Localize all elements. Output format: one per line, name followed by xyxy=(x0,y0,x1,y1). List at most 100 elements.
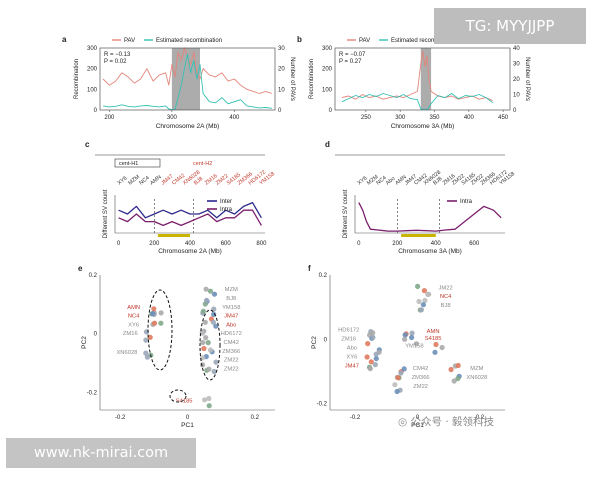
panel-d-xtick-label: 200 xyxy=(392,241,403,247)
panel-f-point-label: XY6 xyxy=(346,354,357,360)
panel-a-axes-frame xyxy=(99,47,276,111)
panel-f-xlabel: PC1 xyxy=(411,422,424,429)
panel-e-point-label: NC4 xyxy=(128,314,140,320)
panel-f-point xyxy=(368,359,374,365)
panel-f-point xyxy=(401,366,407,372)
panel-e-point xyxy=(206,403,212,409)
panel-e-point xyxy=(213,359,219,365)
panel-a-ytick-left: 100 xyxy=(87,87,98,93)
panel-a-letter: a xyxy=(62,35,67,44)
panel-e-point-label: XN6028 xyxy=(116,350,137,356)
panel-f-point-label: JM47 xyxy=(345,363,359,369)
panel-c-accession-label: NC4 xyxy=(138,175,150,187)
panel-e-point xyxy=(204,297,210,303)
panel-e-point-label: BJ8 xyxy=(226,296,236,302)
panel-e-point xyxy=(144,354,150,360)
panel-f-xtick-label: 0 xyxy=(416,415,420,421)
panel-e-point xyxy=(213,323,219,329)
panel-e-point xyxy=(211,368,217,375)
panel-b-xtick-label: 400 xyxy=(464,115,475,121)
panel-b-ytick-left: 200 xyxy=(322,67,333,73)
panel-f-point xyxy=(455,375,461,382)
panel-f-point xyxy=(364,354,370,360)
panel-d-xtick-label: 0 xyxy=(357,241,361,247)
panel-e-point xyxy=(207,347,214,353)
panel-b-ytick-left: 0 xyxy=(329,108,333,114)
panel-e-point xyxy=(206,395,212,402)
panel-c-xlabel: Chromosome 2A (Mb) xyxy=(158,248,222,255)
panel-b-ytick-right: 20 xyxy=(513,77,520,83)
panel-f-point xyxy=(413,341,419,347)
panel-f-point-label: ZM22 xyxy=(413,384,428,390)
panel-d-accession-label: NC4 xyxy=(375,175,387,187)
panel-f-point xyxy=(439,344,445,351)
panel-d-accession-label: BJ8 xyxy=(432,176,443,187)
panel-f-point-label: CM42 xyxy=(413,366,428,372)
panel-e-point-label: JM47 xyxy=(224,314,238,320)
panel-b-ytick-right: 0 xyxy=(513,108,517,114)
panel-c-xtick-label: 0 xyxy=(117,241,121,247)
panel-e-letter: e xyxy=(78,264,83,273)
panel-e-point xyxy=(203,335,209,341)
panel-f-point-label: S4185 xyxy=(425,336,442,342)
panel-f-point-label: XN6028 xyxy=(466,375,487,381)
panel-c-letter: c xyxy=(85,140,90,149)
panel-c-cent-h1-box xyxy=(114,158,161,168)
panel-c-xtick-label: 400 xyxy=(185,241,196,247)
panel-e-xtick-label: 0 xyxy=(186,415,190,421)
panel-b-stat-p: P = 0.27 xyxy=(339,59,362,65)
panel-a-xtick-label: 200 xyxy=(104,115,115,121)
panel-f-point xyxy=(370,330,376,336)
panel-c-intra-line xyxy=(118,209,262,227)
panel-e-point-label: ZM22 xyxy=(224,358,239,364)
panel-f-point-label: AMN xyxy=(427,329,440,335)
panel-e-point-label: HD6172 xyxy=(221,331,242,337)
panel-a-ytick-left: 0 xyxy=(94,108,98,114)
panel-a-recombination-line xyxy=(103,53,272,111)
panel-f-point xyxy=(409,334,415,341)
panel-e-point-label: ZM366 xyxy=(222,349,240,355)
panel-e-point xyxy=(158,310,164,316)
panel-d-letter: d xyxy=(325,140,330,149)
panel-e-point xyxy=(150,311,156,317)
panel-e-point-label: AMN xyxy=(127,305,140,311)
panel-c-legend-label: Intra xyxy=(220,207,233,213)
panel-f-point xyxy=(367,366,373,372)
panel-f-point-label: Abo xyxy=(347,345,357,351)
panel-f-ytick-label: -0.2 xyxy=(317,402,328,408)
panel-e-point xyxy=(211,306,217,312)
panel-b-xtick-label: 450 xyxy=(498,115,509,121)
panel-f-point xyxy=(420,302,426,308)
panel-f-point xyxy=(421,288,427,294)
panel-f-point xyxy=(415,283,421,289)
panel-e-point xyxy=(202,319,208,325)
panel-f-point xyxy=(392,382,398,388)
panel-c-cent-h1-label: cent-H1 xyxy=(119,161,138,167)
panel-e-point-label: ZM16 xyxy=(123,331,138,337)
panel-f-xtick-label: -0.2 xyxy=(350,415,361,421)
panel-e-ytick-label: -0.2 xyxy=(87,390,98,396)
panel-c-centromere-bar xyxy=(157,234,190,237)
panel-f-point xyxy=(395,375,401,381)
panel-d-accession-label: XY6 xyxy=(357,175,369,186)
panel-b-ytick-right: 30 xyxy=(513,62,520,68)
panel-a-xtick-label: 300 xyxy=(167,115,178,121)
panel-a-centromere-band xyxy=(171,48,200,110)
panel-d-ylabel: Different SV count xyxy=(343,189,349,238)
panel-e-point xyxy=(143,350,149,356)
panel-a-ytick-right: 20 xyxy=(278,67,285,73)
panel-f-point xyxy=(418,307,424,313)
panel-e-point xyxy=(151,306,157,312)
panel-f-point-label: ZM16 xyxy=(341,336,356,342)
panel-e-xtick-label: 0.2 xyxy=(251,415,260,421)
panel-e-cluster-ellipse xyxy=(169,389,187,403)
panel-e-point xyxy=(206,366,212,372)
panel-b-legend-pav: PAV xyxy=(359,38,370,44)
panel-e-point xyxy=(205,340,211,346)
panel-e-cluster-ellipse xyxy=(199,309,221,381)
panel-e-point xyxy=(207,288,214,294)
panel-a-pav-line xyxy=(102,47,273,94)
panel-f-point xyxy=(422,297,428,304)
panel-e-point-label: XY6 xyxy=(128,322,139,328)
